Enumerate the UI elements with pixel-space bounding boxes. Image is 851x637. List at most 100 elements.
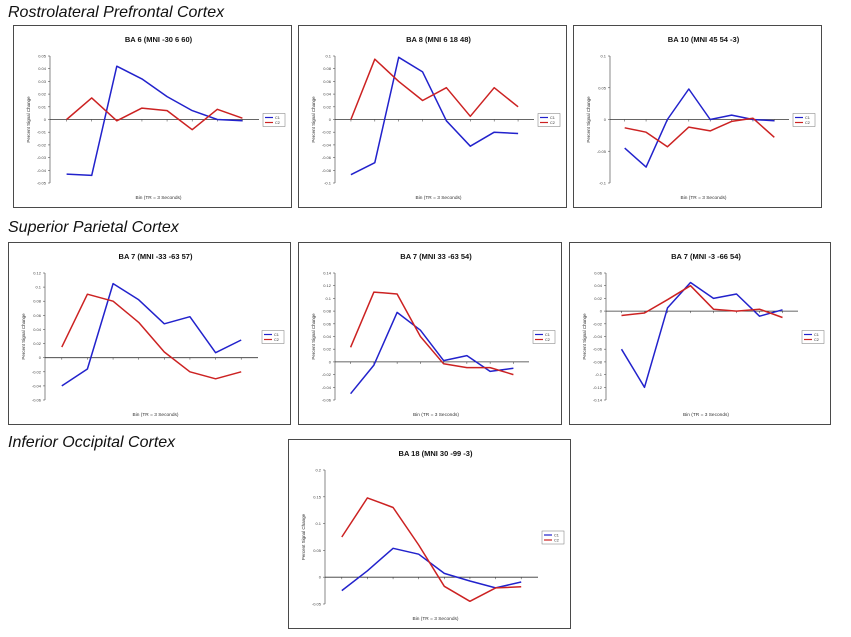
series-line-c1 [341, 547, 522, 592]
section-title-superior-parietal: Superior Parietal Cortex [8, 219, 179, 236]
chart-panel-ba7-left: BA 7 (MNI -33 -63 57) -0.06 -0.04 -0.02 0 0.0… [8, 242, 291, 425]
series-line-c2 [349, 291, 514, 376]
chart-panel-ba7-right: BA 7 (MNI 33 -63 54) -0.06 -0.04 -0.02 0 0.02… [298, 242, 562, 425]
y-tick-label: -0.1 [324, 181, 332, 186]
y-tick-label: -0.1 [595, 372, 603, 377]
legend-label-c1: C1 [550, 116, 555, 120]
legend-label-c1: C1 [275, 116, 280, 120]
y-tick-label: -0.14 [593, 398, 603, 403]
series-line-c2 [350, 58, 519, 120]
y-tick-label: 0.1 [35, 285, 41, 290]
legend-label-c2: C2 [554, 538, 559, 542]
series-line-c1 [620, 281, 783, 389]
legend-box [262, 113, 286, 127]
series-line-c2 [341, 497, 522, 603]
legend-label-c1: C1 [554, 533, 559, 537]
chart-panel-ba18: BA 18 (MNI 30 -99 -3) -0.05 0 0.05 0.1 0.15 0.… [288, 439, 571, 629]
chart-svg: BA 6 (MNI -30 6 60) -0.05 -0.04 -0.03 -0.02 -… [26, 35, 286, 201]
y-tick-label: 0.1 [600, 54, 606, 59]
legend-label-c2: C2 [545, 338, 550, 342]
series-line-c2 [61, 293, 242, 380]
y-tick-label: -0.02 [32, 369, 42, 374]
y-tick-label: 0.04 [323, 92, 332, 97]
legend-box [261, 330, 285, 344]
y-tick-label: -0.06 [322, 398, 332, 403]
y-tick-label: -0.06 [322, 155, 332, 160]
y-tick-label: -0.03 [37, 155, 47, 160]
legend-label-c2: C2 [274, 338, 279, 342]
y-tick-label: 0.1 [325, 54, 331, 59]
y-tick-label: 0.1 [315, 521, 321, 526]
chart-svg: BA 10 (MNI 45 54 -3) -0.1 -0.05 0 0.05 0.1 Per… [586, 35, 816, 201]
y-axis-label: Percent Signal Change [301, 513, 306, 560]
legend-label-c1: C1 [274, 333, 279, 337]
y-tick-label: -0.02 [37, 142, 47, 147]
legend-box [537, 113, 561, 127]
legend-label-c1: C1 [805, 116, 810, 120]
y-tick-label: 0.1 [325, 296, 331, 301]
chart-title: BA 7 (MNI -3 -66 54) [671, 252, 741, 261]
y-tick-label: 0 [39, 355, 42, 360]
y-axis-label: Percent Signal Change [311, 313, 316, 360]
y-tick-label: 0.08 [323, 66, 332, 71]
chart-svg: BA 7 (MNI 33 -63 54) -0.06 -0.04 -0.02 0 0.02… [311, 252, 556, 418]
x-axis-label: Bin (TR = 3 Seconds) [136, 195, 182, 201]
y-tick-label: 0.06 [33, 313, 42, 318]
y-tick-label: 0.06 [323, 321, 332, 326]
chart-panel-ba6: BA 6 (MNI -30 6 60) -0.05 -0.04 -0.03 -0.02 -… [13, 25, 292, 208]
y-tick-label: 0.08 [323, 309, 332, 314]
y-tick-label: -0.1 [599, 181, 607, 186]
x-axis-label: Bin (TR = 3 Seconds) [683, 412, 729, 418]
y-tick-label: -0.04 [32, 383, 42, 388]
y-tick-label: -0.05 [312, 602, 322, 607]
y-tick-label: 0.12 [33, 271, 42, 276]
y-axis-label: Percent Signal Change [311, 96, 316, 143]
legend-label-c2: C2 [805, 121, 810, 125]
y-tick-label: 0.2 [315, 468, 321, 473]
y-tick-label: 0 [329, 359, 332, 364]
chart-svg: BA 7 (MNI -33 -63 57) -0.06 -0.04 -0.02 0 0.0… [21, 252, 285, 418]
y-tick-label: -0.05 [597, 149, 607, 154]
y-tick-label: 0 [319, 575, 322, 580]
y-tick-label: 0.05 [313, 548, 322, 553]
y-tick-label: -0.12 [593, 385, 603, 390]
y-tick-label: -0.08 [322, 168, 332, 173]
legend-label-c2: C2 [275, 121, 280, 125]
y-tick-label: 0.02 [33, 341, 42, 346]
legend-label-c1: C1 [545, 333, 550, 337]
y-tick-label: -0.04 [322, 385, 332, 390]
chart-svg: BA 18 (MNI 30 -99 -3) -0.05 0 0.05 0.1 0.15 0.… [301, 449, 565, 622]
y-axis-label: Percent Signal Change [26, 96, 31, 143]
y-tick-label: 0.04 [594, 283, 603, 288]
y-tick-label: 0.02 [323, 347, 332, 352]
y-tick-label: 0.04 [33, 327, 42, 332]
y-tick-label: 0 [329, 117, 332, 122]
y-tick-label: 0.04 [323, 334, 332, 339]
y-axis-label: Percent Signal Change [582, 313, 587, 360]
section-title-rostrolateral: Rostrolateral Prefrontal Cortex [8, 4, 225, 21]
legend-box [541, 530, 565, 545]
y-tick-label: 0.06 [323, 79, 332, 84]
y-tick-label: -0.02 [322, 372, 332, 377]
y-tick-label: 0.02 [38, 92, 47, 97]
chart-panel-ba7-medial: BA 7 (MNI -3 -66 54) -0.14 -0.12 -0.1 -0.08 -… [569, 242, 831, 425]
legend-label-c1: C1 [814, 333, 819, 337]
chart-title: BA 8 (MNI 6 18 48) [406, 35, 471, 44]
section-title-inferior-occipital: Inferior Occipital Cortex [8, 434, 176, 451]
y-tick-label: -0.04 [37, 168, 47, 173]
y-tick-label: 0 [44, 117, 47, 122]
chart-title: BA 6 (MNI -30 6 60) [125, 35, 193, 44]
chart-title: BA 18 (MNI 30 -99 -3) [399, 449, 473, 458]
y-tick-label: -0.02 [593, 321, 603, 326]
y-tick-label: -0.04 [322, 142, 332, 147]
x-axis-label: Bin (TR = 3 Seconds) [413, 616, 459, 622]
x-axis-label: Bin (TR = 3 Seconds) [133, 412, 179, 418]
series-line-c1 [350, 56, 519, 176]
x-axis-label: Bin (TR = 3 Seconds) [416, 195, 462, 201]
y-tick-label: 0 [600, 309, 603, 314]
y-tick-label: 0.08 [33, 299, 42, 304]
y-tick-label: 0.04 [38, 66, 47, 71]
y-tick-label: 0.15 [313, 494, 322, 499]
chart-title: BA 7 (MNI 33 -63 54) [400, 252, 472, 261]
series-line-c2 [66, 97, 243, 131]
